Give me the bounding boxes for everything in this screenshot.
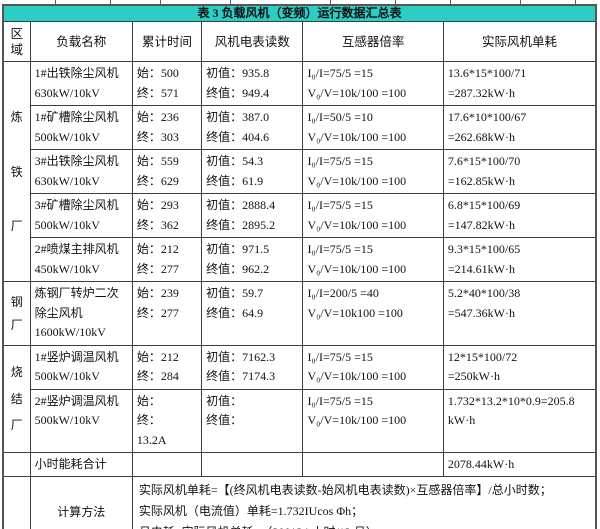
- table-border-stub: [395, 0, 396, 4]
- table-border-stub: [330, 0, 331, 4]
- load-name-cell: 3#出铁除尘风机 630kW/10kV: [29, 149, 133, 194]
- col-header-cumulative-time: 累计时间: [131, 21, 203, 62]
- cumulative-time-cell: 始：212 终：284: [131, 344, 203, 390]
- cumulative-time-cell: 始： 终： 13.2A: [131, 388, 203, 453]
- col-header-meter-reading: 风机电表读数: [201, 21, 304, 62]
- table-border-stub: [230, 0, 231, 4]
- transformer-ratio-cell: I₀/I=75/5 =15 V₀/V=10k/100 =100: [302, 237, 444, 282]
- region-cell-empty: [2, 476, 31, 529]
- table-border-stub: [110, 0, 111, 4]
- empty-cell: [201, 452, 304, 477]
- transformer-ratio-cell: I₀/I=200/5 =40 V₀/V=10k100 =100: [302, 281, 444, 346]
- meter-reading-cell: 初值：935.8 终值：949.4: [201, 61, 304, 106]
- summary-label-cell: 小时能耗合计: [29, 452, 133, 477]
- table-border-stub: [55, 0, 56, 4]
- transformer-ratio-cell: I₀/I=50/5 =10 V₀/V=10k/100 =100: [302, 105, 444, 150]
- table-row: 炼 铁 厂 1#出铁除尘风机 630kW/10kV 始：500 终：571 初值…: [2, 61, 597, 282]
- cumulative-time-cell: 始：500 终：571: [131, 61, 203, 106]
- transformer-ratio-cell: I₀/I=75/5 =15 V₀/V=10k/100 =100: [302, 61, 444, 106]
- load-name-cell: 2#竖炉调温风机 500kW/10kV: [29, 388, 133, 453]
- empty-cell: [131, 452, 203, 477]
- cumulative-time-cell: 始：559 终：629: [131, 149, 203, 194]
- table-row: 2#竖炉调温风机 500kW/10kV 始： 终： 13.2A 初值： 终值： …: [3, 388, 597, 453]
- table-title: 表 3 负载风机（变频）运行数据汇总表: [2, 4, 597, 22]
- actual-consumption-cell: 17.6*10*100/67 =262.68kW·h: [442, 105, 597, 150]
- table-row: 3#矿槽除尘风机 500kW/10kV 始：293 终：362 初值：2888.…: [3, 193, 597, 238]
- cumulative-time-cell: 始：212 终：277: [131, 237, 203, 282]
- table-border-stub: [160, 0, 161, 4]
- table-row: 钢 厂 炼钢厂转炉二次 除尘风机 1600kW/10kV 始：239 终：277…: [2, 281, 597, 346]
- meter-reading-cell: 初值：2888.4 终值：2895.2: [201, 193, 304, 238]
- meter-reading-cell: 初值：59.7 终值：64.9: [201, 281, 304, 346]
- meter-reading-cell: 初值：387.0 终值：404.6: [201, 105, 304, 150]
- empty-cell: [302, 452, 444, 477]
- col-header-actual-consumption: 实际风机单耗: [442, 21, 597, 62]
- method-label-cell: 计算方法: [29, 476, 133, 529]
- transformer-ratio-cell: I₀/I=75/5 =15 V₀/V=10k/100 =100: [302, 149, 444, 194]
- meter-reading-cell: 初值：7162.3 终值：7174.3: [201, 344, 304, 390]
- actual-consumption-cell: 5.2*40*100/38 =547.36kW·h: [442, 281, 597, 346]
- transformer-ratio-cell: I₀/I=75/5 =15 V₀/V=10k/100 =100: [302, 388, 444, 453]
- method-body-cell: 实际风机单耗=【(终风机电表读数-始风机电表读数)×互感器倍率】/总小时数； 实…: [131, 476, 597, 529]
- table-border-stub: [450, 0, 451, 4]
- actual-consumption-cell: 7.6*15*100/70 =162.85kW·h: [442, 149, 597, 194]
- transformer-ratio-cell: I₀/I=75/5 =15 V₀/V=10k/100 =100: [302, 344, 444, 390]
- region-cell-steelworks: 钢 厂: [2, 281, 31, 346]
- region-label: 钢 厂: [10, 294, 23, 332]
- table-border-stub: [520, 0, 521, 4]
- actual-consumption-cell: 12*15*100/72 =250kW·h: [442, 344, 597, 390]
- table-row: 烧 结 厂 1#竖炉调温风机 500kW/10kV 始：212 终：284 初值…: [2, 344, 597, 453]
- col-header-transformer-ratio: 互感器倍率: [302, 21, 444, 62]
- load-name-cell: 1#矿槽除尘风机 500kW/10kV: [29, 105, 133, 150]
- summary-value-cell: 2078.44kW·h: [442, 452, 597, 477]
- region-label: 烧 结 厂: [10, 365, 23, 433]
- region-label: 炼 铁 厂: [10, 109, 23, 234]
- method-row: 计算方法 实际风机单耗=【(终风机电表读数-始风机电表读数)×互感器倍率】/总小…: [2, 476, 597, 529]
- actual-consumption-cell: 6.8*15*100/69 =147.82kW·h: [442, 193, 597, 238]
- col-header-region: 区 域: [2, 21, 31, 62]
- cumulative-time-cell: 始：236 终：303: [131, 105, 203, 150]
- summary-row: 小时能耗合计 2078.44kW·h: [2, 452, 597, 477]
- table-header-row: 区 域 负载名称 累计时间 风机电表读数 互感器倍率 实际风机单耗: [2, 21, 597, 62]
- actual-consumption-cell: 9.3*15*100/65 =214.61kW·h: [442, 237, 597, 282]
- actual-consumption-cell: 13.6*15*100/71 =287.32kW·h: [442, 61, 597, 106]
- cumulative-time-cell: 始：239 终：277: [131, 281, 203, 346]
- load-name-cell: 1#竖炉调温风机 500kW/10kV: [29, 344, 133, 390]
- load-name-cell: 2#喷煤主排风机 450kW/10kV: [29, 237, 133, 282]
- actual-consumption-cell: 1.732*13.2*10*0.9=205.8 kW·h: [442, 388, 597, 453]
- fan-data-table: 表 3 负载风机（变频）运行数据汇总表 区 域 负载名称 累计时间 风机电表读数…: [2, 4, 597, 529]
- table-row: 2#喷煤主排风机 450kW/10kV 始：212 终：277 初值：971.5…: [3, 237, 597, 282]
- region-cell-empty: [2, 452, 31, 477]
- region-cell-ironworks: 炼 铁 厂: [2, 61, 31, 282]
- meter-reading-cell: 初值：971.5 终值：962.2: [201, 237, 304, 282]
- table-title-row: 表 3 负载风机（变频）运行数据汇总表: [2, 4, 597, 22]
- transformer-ratio-cell: I₀/I=75/5 =15 V₀/V=10k/100 =100: [302, 193, 444, 238]
- region-cell-sinter-plant: 烧 结 厂: [2, 344, 31, 453]
- col-header-load-name: 负载名称: [29, 21, 133, 62]
- table-row: 1#矿槽除尘风机 500kW/10kV 始：236 终：303 初值：387.0…: [3, 105, 597, 150]
- load-name-cell: 3#矿槽除尘风机 500kW/10kV: [29, 193, 133, 238]
- table-row: 3#出铁除尘风机 630kW/10kV 始：559 终：629 初值：54.3 …: [3, 149, 597, 194]
- load-name-cell: 1#出铁除尘风机 630kW/10kV: [29, 61, 133, 106]
- cropped-table-remnant: [0, 0, 600, 4]
- load-name-cell: 炼钢厂转炉二次 除尘风机 1600kW/10kV: [29, 281, 133, 346]
- meter-reading-cell: 初值：54.3 终值：61.9: [201, 149, 304, 194]
- cumulative-time-cell: 始：293 终：362: [131, 193, 203, 238]
- meter-reading-cell: 初值： 终值：: [201, 388, 304, 453]
- table-border-stub: [575, 0, 576, 4]
